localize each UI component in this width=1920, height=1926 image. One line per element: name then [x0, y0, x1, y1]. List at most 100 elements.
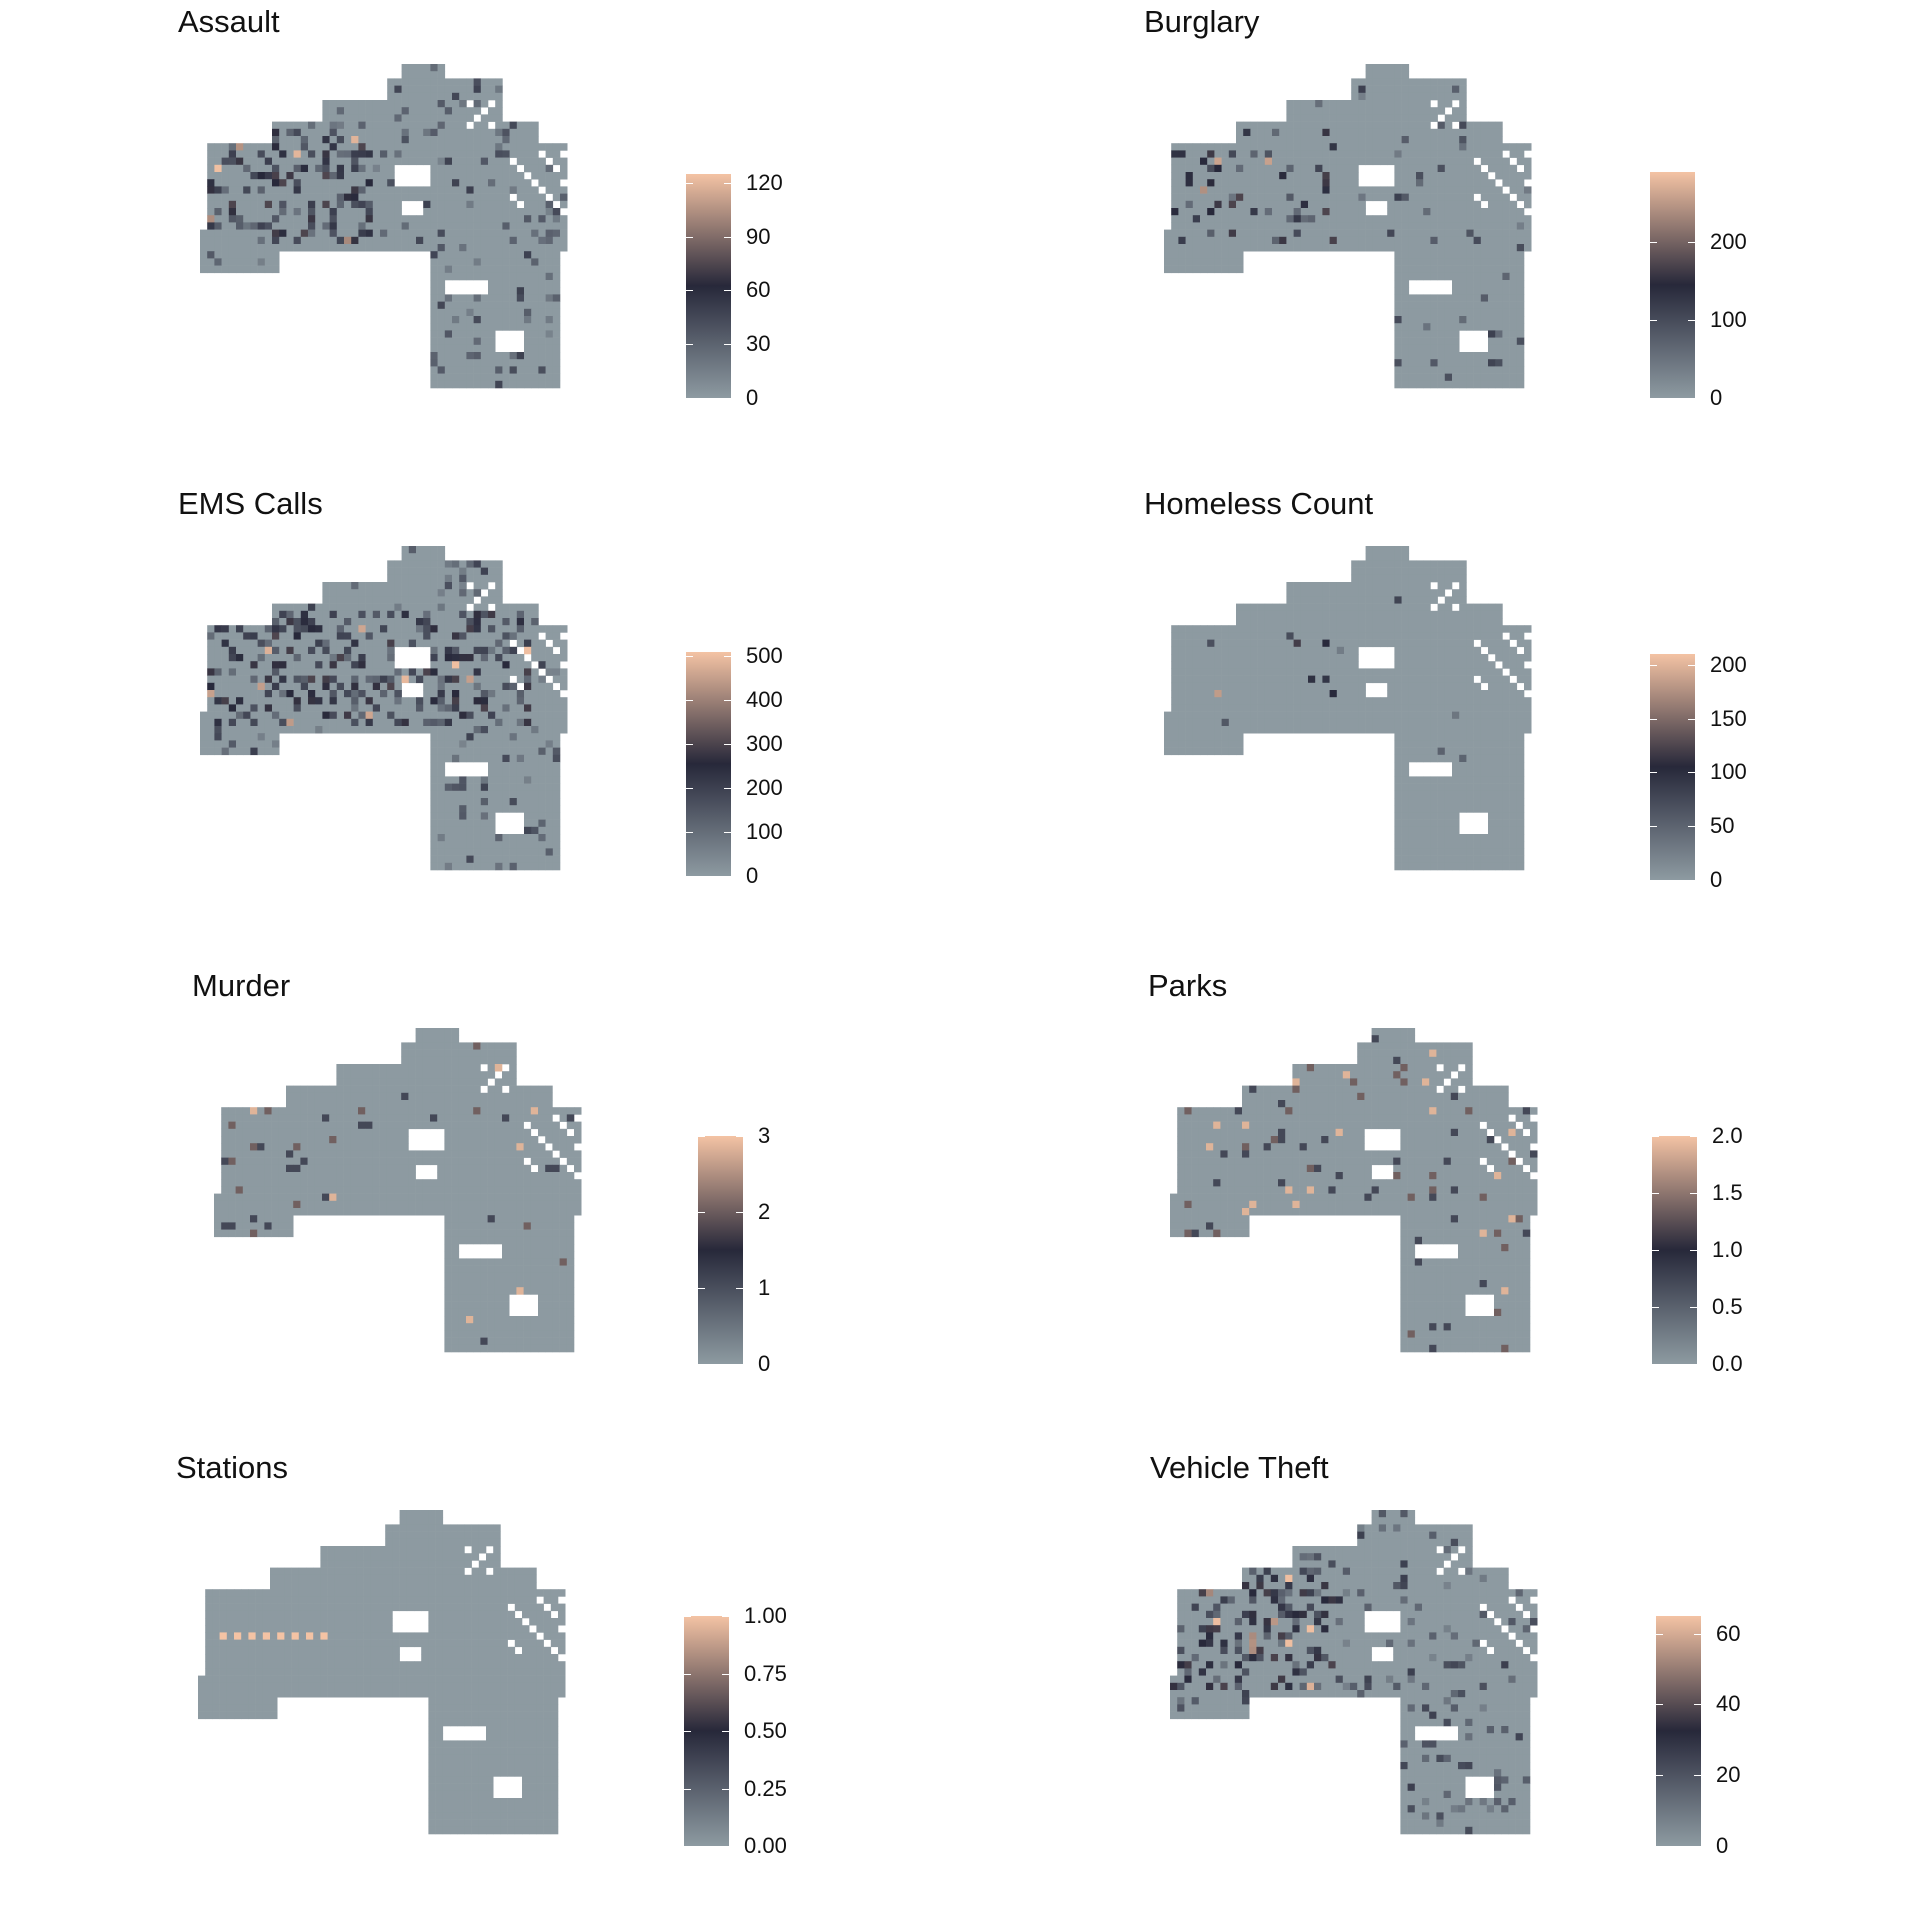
- heatmap-cell: [1510, 150, 1518, 158]
- heatmap-cell: [214, 215, 222, 223]
- heatmap-cell: [1214, 740, 1222, 748]
- heatmap-cell: [1330, 625, 1338, 633]
- heatmap-cell: [1366, 704, 1374, 712]
- heatmap-cell: [1495, 381, 1503, 389]
- heatmap-cell: [409, 86, 417, 94]
- heatmap-cell: [1265, 640, 1273, 648]
- legend-label: 300: [746, 731, 783, 757]
- heatmap-cell: [430, 812, 438, 820]
- heatmap-cell: [1423, 323, 1431, 331]
- heatmap-cell: [474, 654, 482, 662]
- heatmap-cell: [430, 78, 438, 86]
- heatmap-cell: [423, 222, 431, 230]
- heatmap-cell: [1250, 618, 1258, 626]
- heatmap-cell: [1394, 251, 1402, 259]
- heatmap-cell: [402, 215, 410, 223]
- legend-tick: [686, 290, 731, 291]
- heatmap-cell: [1423, 143, 1431, 151]
- heatmap-cell: [531, 856, 539, 864]
- heatmap-cell: [1373, 100, 1381, 108]
- heatmap-cell: [546, 834, 554, 842]
- heatmap-cell: [387, 208, 395, 216]
- heatmap-cell: [1294, 712, 1302, 720]
- heatmap-cell: [1337, 640, 1345, 648]
- heatmap-cell: [1459, 179, 1467, 187]
- heatmap-cell: [286, 719, 294, 727]
- heatmap-cell: [236, 661, 244, 669]
- heatmap-cell: [445, 194, 453, 202]
- heatmap-cell: [250, 244, 258, 252]
- heatmap-cell: [1394, 186, 1402, 194]
- heatmap-cell: [1517, 654, 1525, 662]
- heatmap-cell: [1186, 733, 1194, 741]
- heatmap-cell: [1438, 697, 1446, 705]
- heatmap-cell: [1423, 618, 1431, 626]
- heatmap-cell: [1416, 719, 1424, 727]
- heatmap-cell: [1438, 632, 1446, 640]
- heatmap-cell: [430, 654, 438, 662]
- heatmap-cell: [1445, 244, 1453, 252]
- heatmap-cell: [1200, 654, 1208, 662]
- heatmap-cell: [495, 748, 503, 756]
- heatmap-cell: [402, 618, 410, 626]
- heatmap-cell: [502, 359, 510, 367]
- heatmap-cell: [1330, 668, 1338, 676]
- heatmap-cell: [265, 143, 273, 151]
- heatmap-cell: [380, 129, 388, 137]
- heatmap-cell: [294, 676, 302, 684]
- heatmap-cell: [459, 258, 467, 266]
- heatmap-cell: [423, 640, 431, 648]
- heatmap-cell: [466, 776, 474, 784]
- heatmap-cell: [510, 647, 517, 655]
- heatmap-cell: [1236, 640, 1244, 648]
- heatmap-cell: [438, 683, 446, 691]
- heatmap-cell: [1445, 122, 1453, 130]
- heatmap-cell: [1250, 632, 1258, 640]
- heatmap-cell: [1394, 345, 1402, 353]
- heatmap-cell: [546, 309, 554, 317]
- heatmap-cell: [1330, 172, 1338, 180]
- heatmap-cell: [1416, 712, 1424, 720]
- heatmap-cell: [1308, 611, 1316, 619]
- heatmap-cell: [495, 258, 503, 266]
- heatmap-cell: [1373, 632, 1381, 640]
- heatmap-cell: [445, 683, 453, 691]
- heatmap-cell: [488, 748, 496, 756]
- heatmap-cell: [1481, 136, 1489, 144]
- heatmap-cell: [474, 856, 482, 864]
- heatmap-cell: [1452, 575, 1460, 583]
- heatmap-cell: [553, 755, 561, 763]
- heatmap-cell: [1452, 215, 1460, 223]
- heatmap-cell: [1409, 618, 1417, 626]
- heatmap-cell: [474, 704, 482, 712]
- heatmap-cell: [243, 186, 251, 194]
- heatmap-cell: [1438, 230, 1446, 238]
- heatmap-cell: [1222, 654, 1230, 662]
- heatmap-cell: [265, 719, 273, 727]
- heatmap-cell: [1279, 647, 1287, 655]
- heatmap-cell: [517, 208, 525, 216]
- heatmap-cell: [1387, 704, 1395, 712]
- heatmap-cell: [524, 366, 532, 374]
- heatmap-cell: [474, 172, 482, 180]
- heatmap-cell: [337, 230, 345, 238]
- heatmap-cell: [1214, 640, 1222, 648]
- heatmap-cell: [301, 158, 309, 166]
- heatmap-cell: [430, 302, 438, 310]
- heatmap-cell: [373, 172, 381, 180]
- heatmap-cell: [1466, 208, 1474, 216]
- heatmap-cell: [1214, 258, 1222, 266]
- heatmap-cell: [344, 582, 352, 590]
- heatmap-cell: [1402, 244, 1410, 252]
- heatmap-cell: [1445, 596, 1453, 604]
- heatmap-cell: [308, 618, 316, 626]
- heatmap-cell: [1481, 697, 1489, 705]
- heatmap-cell: [1402, 338, 1410, 346]
- heatmap-cell: [380, 100, 388, 108]
- heatmap-cell: [229, 719, 237, 727]
- heatmap-cell: [1265, 186, 1273, 194]
- heatmap-cell: [279, 632, 287, 640]
- heatmap-cell: [1337, 244, 1345, 252]
- heatmap-cell: [1308, 683, 1316, 691]
- heatmap-cell: [517, 381, 525, 389]
